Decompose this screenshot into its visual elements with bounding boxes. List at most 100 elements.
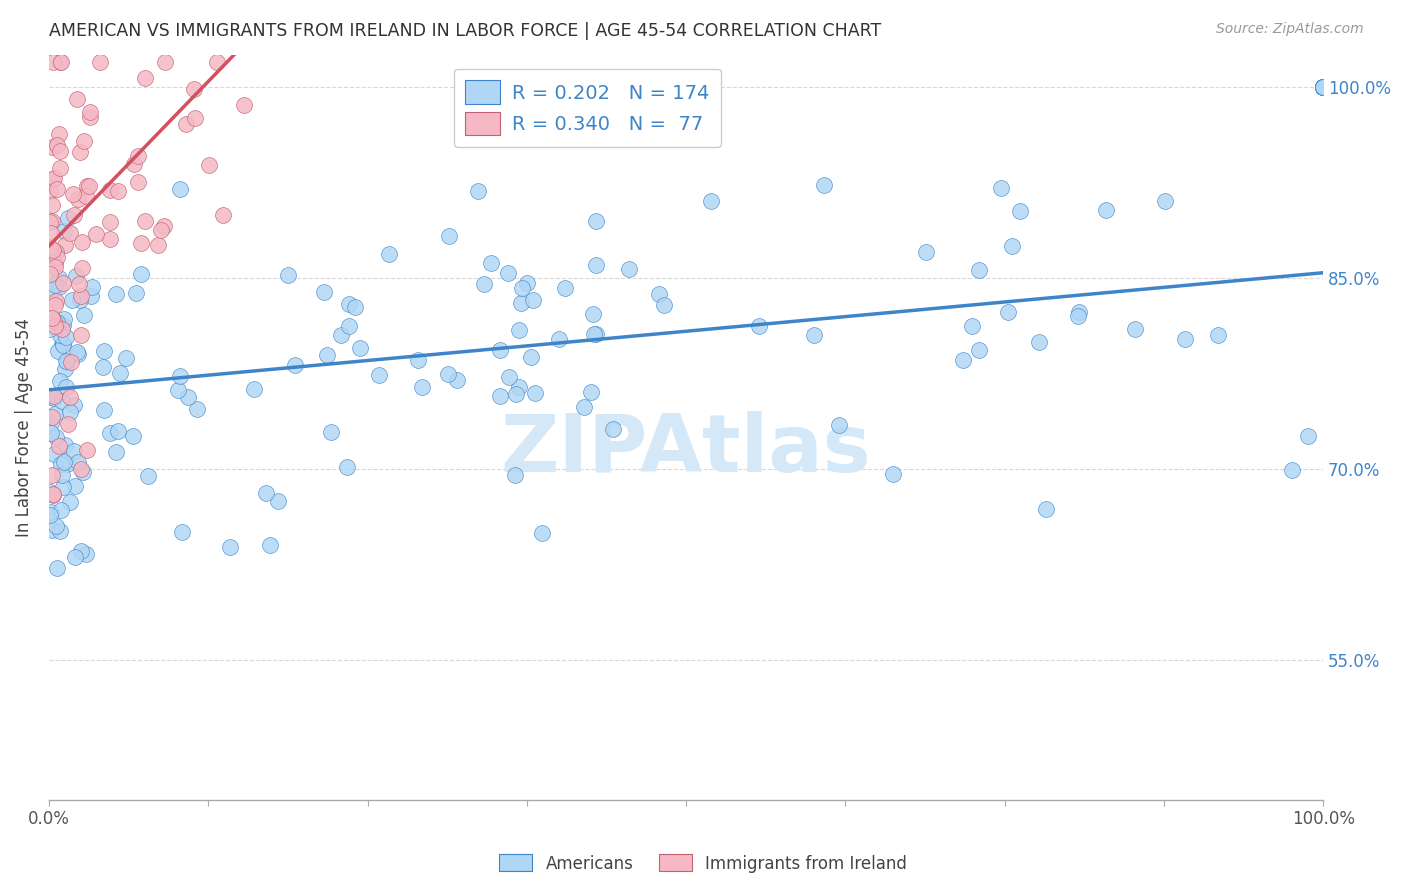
Point bbox=[122, 429, 145, 443]
Point bbox=[1312, 79, 1334, 94]
Point bbox=[530, 525, 553, 540]
Point bbox=[219, 540, 242, 554]
Point bbox=[115, 351, 138, 365]
Point bbox=[44, 255, 66, 269]
Point bbox=[508, 323, 530, 337]
Point bbox=[44, 388, 66, 402]
Point bbox=[1028, 334, 1050, 349]
Point bbox=[349, 341, 371, 355]
Point bbox=[39, 426, 62, 441]
Point bbox=[79, 104, 101, 119]
Point bbox=[150, 223, 173, 237]
Point bbox=[319, 425, 342, 439]
Point bbox=[1312, 79, 1334, 94]
Point bbox=[602, 422, 624, 436]
Point bbox=[172, 524, 194, 539]
Point bbox=[522, 293, 544, 307]
Point bbox=[65, 550, 87, 565]
Point bbox=[1174, 332, 1197, 346]
Point bbox=[127, 149, 149, 163]
Point bbox=[377, 246, 399, 260]
Point bbox=[45, 561, 67, 575]
Point bbox=[52, 480, 75, 494]
Point bbox=[53, 438, 76, 452]
Point bbox=[59, 391, 82, 405]
Point bbox=[93, 343, 115, 358]
Point bbox=[446, 373, 468, 387]
Point bbox=[93, 403, 115, 417]
Point bbox=[184, 112, 207, 126]
Point bbox=[211, 208, 233, 222]
Point bbox=[55, 353, 77, 368]
Point bbox=[48, 128, 70, 142]
Point bbox=[89, 54, 111, 69]
Point bbox=[107, 424, 129, 438]
Text: Source: ZipAtlas.com: Source: ZipAtlas.com bbox=[1216, 22, 1364, 37]
Point bbox=[70, 235, 93, 249]
Point bbox=[41, 243, 63, 257]
Point bbox=[76, 442, 98, 457]
Point bbox=[314, 285, 336, 300]
Point bbox=[344, 301, 367, 315]
Point bbox=[77, 179, 100, 194]
Text: AMERICAN VS IMMIGRANTS FROM IRELAND IN LABOR FORCE | AGE 45-54 CORRELATION CHART: AMERICAN VS IMMIGRANTS FROM IRELAND IN L… bbox=[49, 22, 882, 40]
Point bbox=[42, 54, 65, 69]
Point bbox=[437, 367, 460, 381]
Point bbox=[51, 336, 73, 351]
Point bbox=[45, 294, 67, 309]
Point bbox=[51, 393, 73, 408]
Point bbox=[498, 369, 520, 384]
Point bbox=[62, 444, 84, 458]
Point bbox=[967, 262, 990, 277]
Point bbox=[39, 267, 62, 281]
Point bbox=[952, 352, 974, 367]
Point bbox=[52, 318, 75, 332]
Point bbox=[129, 267, 152, 281]
Point bbox=[42, 487, 65, 501]
Point bbox=[58, 211, 80, 225]
Point bbox=[1312, 79, 1334, 94]
Point bbox=[51, 467, 73, 482]
Point bbox=[69, 544, 91, 558]
Point bbox=[122, 157, 145, 171]
Point bbox=[67, 454, 90, 468]
Point bbox=[554, 281, 576, 295]
Point bbox=[509, 296, 531, 310]
Point bbox=[45, 519, 67, 533]
Point bbox=[813, 178, 835, 192]
Point bbox=[510, 281, 533, 295]
Point bbox=[1312, 79, 1334, 94]
Point bbox=[59, 226, 82, 240]
Point bbox=[41, 523, 63, 537]
Point bbox=[84, 227, 107, 241]
Point bbox=[1312, 79, 1334, 94]
Point bbox=[39, 485, 62, 500]
Point bbox=[1001, 239, 1024, 253]
Point bbox=[52, 338, 75, 352]
Point bbox=[169, 368, 191, 383]
Point bbox=[63, 398, 86, 412]
Point bbox=[39, 185, 62, 199]
Point bbox=[44, 282, 66, 296]
Point bbox=[205, 54, 228, 69]
Point bbox=[1035, 502, 1057, 516]
Point bbox=[44, 318, 66, 333]
Point bbox=[59, 355, 82, 369]
Point bbox=[914, 244, 936, 259]
Point bbox=[176, 390, 198, 404]
Point bbox=[277, 268, 299, 282]
Point bbox=[56, 417, 79, 432]
Point bbox=[585, 214, 607, 228]
Point bbox=[42, 391, 65, 405]
Point bbox=[98, 183, 121, 197]
Point bbox=[53, 224, 76, 238]
Point bbox=[1312, 79, 1334, 94]
Point bbox=[336, 459, 359, 474]
Point bbox=[41, 214, 63, 228]
Point bbox=[516, 277, 538, 291]
Point bbox=[41, 468, 63, 483]
Point bbox=[62, 187, 84, 202]
Point bbox=[129, 235, 152, 250]
Point bbox=[62, 208, 84, 222]
Point bbox=[700, 194, 723, 209]
